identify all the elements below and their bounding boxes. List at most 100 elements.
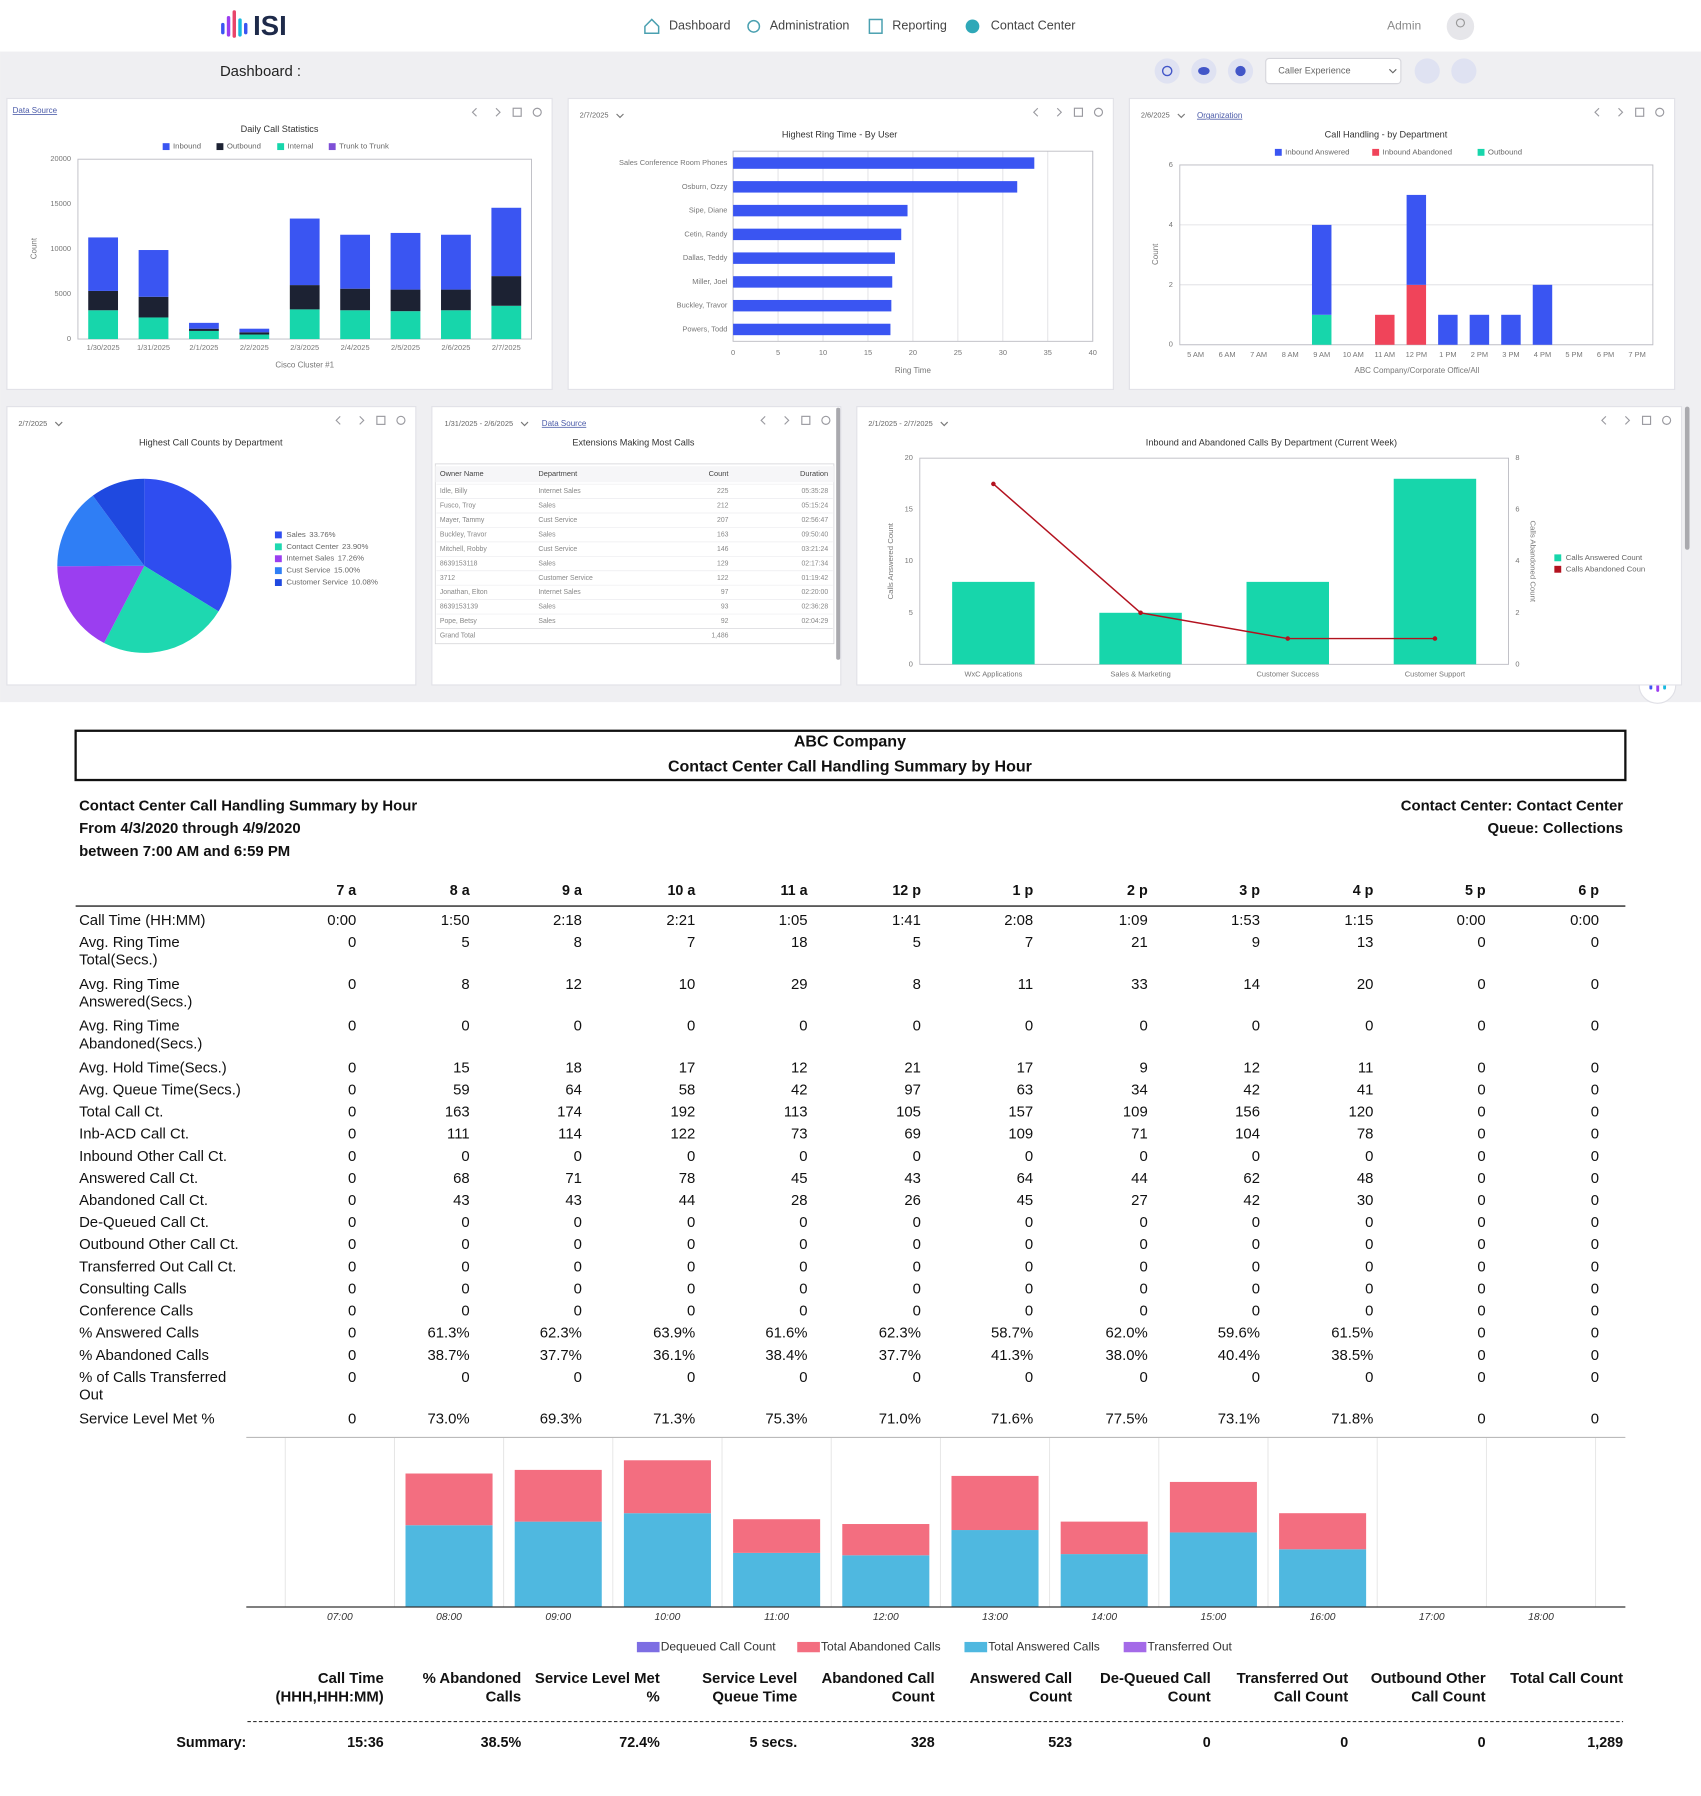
report-header-line: Queue: Collections	[1488, 821, 1624, 837]
chart-title: Highest Ring Time - By User	[782, 130, 898, 140]
page-title: Dashboard :	[220, 64, 301, 80]
table-cell: 0	[1477, 1019, 1485, 1035]
table-cell: 62	[1243, 1171, 1260, 1187]
settings-button[interactable]	[532, 107, 542, 117]
table-cell: 207	[717, 517, 729, 524]
scrollbar[interactable]	[836, 407, 841, 660]
bar-segment	[1060, 1554, 1148, 1608]
settings-button[interactable]	[821, 415, 831, 425]
date-filter[interactable]: 2/6/2025	[1141, 111, 1170, 120]
summary-value: 1,289	[1587, 1735, 1623, 1751]
table-cell: 63	[1017, 1082, 1034, 1098]
next-button[interactable]	[359, 415, 365, 425]
export-button[interactable]	[1073, 107, 1084, 117]
data-link[interactable]: Data Source	[13, 106, 58, 115]
summary-label: Summary:	[176, 1735, 246, 1751]
report-header-line: between 7:00 AM and 6:59 PM	[79, 844, 290, 860]
nav-item[interactable]: Administration	[770, 19, 850, 33]
next-button[interactable]	[495, 107, 501, 117]
bar-segment	[88, 237, 119, 291]
nav-item[interactable]: Contact Center	[991, 19, 1076, 33]
export-button[interactable]	[1641, 415, 1652, 425]
legend-label: Cust Service 15.00%	[286, 566, 360, 575]
x-tick-label: 12:00	[873, 1612, 899, 1623]
prev-button[interactable]	[335, 415, 341, 425]
bar	[733, 323, 891, 336]
prev-button[interactable]	[1601, 415, 1607, 425]
more-button[interactable]	[1414, 58, 1440, 84]
logo-bar	[232, 10, 236, 38]
table-cell: 0	[1252, 1215, 1260, 1231]
x-tick-label: 1/30/2025	[87, 343, 120, 352]
next-button[interactable]	[1056, 107, 1063, 117]
export-button[interactable]	[801, 415, 811, 425]
prev-button[interactable]	[1594, 107, 1600, 117]
bar-segment	[1169, 1532, 1257, 1608]
table-cell: 0	[1365, 1370, 1373, 1386]
table-cell: 3712	[440, 575, 455, 582]
table-cell: 18	[791, 935, 808, 951]
table-cell: 1:41	[892, 913, 921, 929]
next-button[interactable]	[1618, 107, 1624, 117]
date-filter[interactable]: 2/7/2025	[580, 111, 609, 120]
table-cell: 10	[679, 977, 696, 993]
table-cell: 71	[1131, 1127, 1148, 1143]
table-cell: 09:50:40	[801, 531, 828, 538]
settings-button[interactable]	[396, 415, 406, 425]
legend-value: 23.90%	[342, 542, 368, 551]
y-tick-label: 15	[905, 505, 913, 514]
table-cell: 03:21:24	[801, 546, 828, 553]
date-filter[interactable]: 1/31/2025 - 2/6/2025	[444, 419, 513, 428]
x-tick-label: 14:00	[1091, 1612, 1117, 1623]
table-cell: 0	[1591, 1348, 1599, 1364]
date-filter[interactable]: 2/7/2025	[18, 419, 47, 428]
table-cell: 0	[1139, 1281, 1147, 1297]
logo-bar	[221, 22, 225, 35]
data-link[interactable]: Organization	[1197, 111, 1242, 120]
next-button[interactable]	[1624, 415, 1631, 425]
contact-center-icon	[965, 19, 980, 34]
data-link[interactable]: Data Source	[542, 419, 587, 428]
row-label: Avg. Hold Time(Secs.)	[79, 1060, 227, 1076]
legend-swatch	[1554, 554, 1562, 562]
export-button[interactable]	[512, 107, 522, 117]
table-cell: 61.3%	[427, 1326, 469, 1342]
prev-button[interactable]	[471, 107, 477, 117]
table-cell: 0	[1477, 1348, 1485, 1364]
legend-category: Sales	[286, 530, 306, 539]
summary-header: Transferred Out	[1237, 1671, 1349, 1687]
settings-button[interactable]	[1093, 107, 1104, 117]
table-cell: 43	[453, 1193, 470, 1209]
help-button[interactable]	[1451, 58, 1477, 84]
row-label: Answered Call Ct.	[79, 1171, 198, 1187]
prev-button[interactable]	[1032, 107, 1039, 117]
x-axis-title: Ring Time	[895, 366, 932, 375]
x-tick-label: 12 PM	[1406, 350, 1428, 359]
nav-item[interactable]: Dashboard	[669, 19, 731, 33]
export-button[interactable]	[376, 415, 386, 425]
prev-button[interactable]	[760, 415, 766, 425]
logo-text: ISI	[253, 10, 287, 41]
settings-button[interactable]	[1655, 107, 1665, 117]
table-cell: 0	[348, 1019, 356, 1035]
export-button[interactable]	[1635, 107, 1645, 117]
nav-item[interactable]: Reporting	[892, 19, 947, 33]
table-cell: 0	[348, 1348, 356, 1364]
pie-slice	[144, 478, 232, 612]
table-cell: 0	[348, 1412, 356, 1428]
dashboard-selector[interactable]	[1265, 57, 1402, 85]
logo[interactable]: ISI	[221, 10, 287, 41]
history-button[interactable]	[1154, 58, 1180, 84]
settings-button[interactable]	[1662, 415, 1672, 425]
bar-segment	[1311, 314, 1332, 345]
y-tick-label: 15000	[50, 199, 71, 208]
table-cell: 0	[1025, 1019, 1033, 1035]
table-cell: 0	[348, 1370, 356, 1386]
next-button[interactable]	[784, 415, 790, 425]
y-axis-title: Count	[1151, 243, 1160, 265]
row-label: Total(Secs.)	[79, 953, 158, 969]
x-tick-label: 40	[1089, 348, 1097, 357]
user-name[interactable]: Admin	[1387, 19, 1421, 33]
scrollbar[interactable]	[1684, 406, 1690, 550]
date-filter[interactable]: 2/1/2025 - 2/7/2025	[868, 419, 933, 428]
